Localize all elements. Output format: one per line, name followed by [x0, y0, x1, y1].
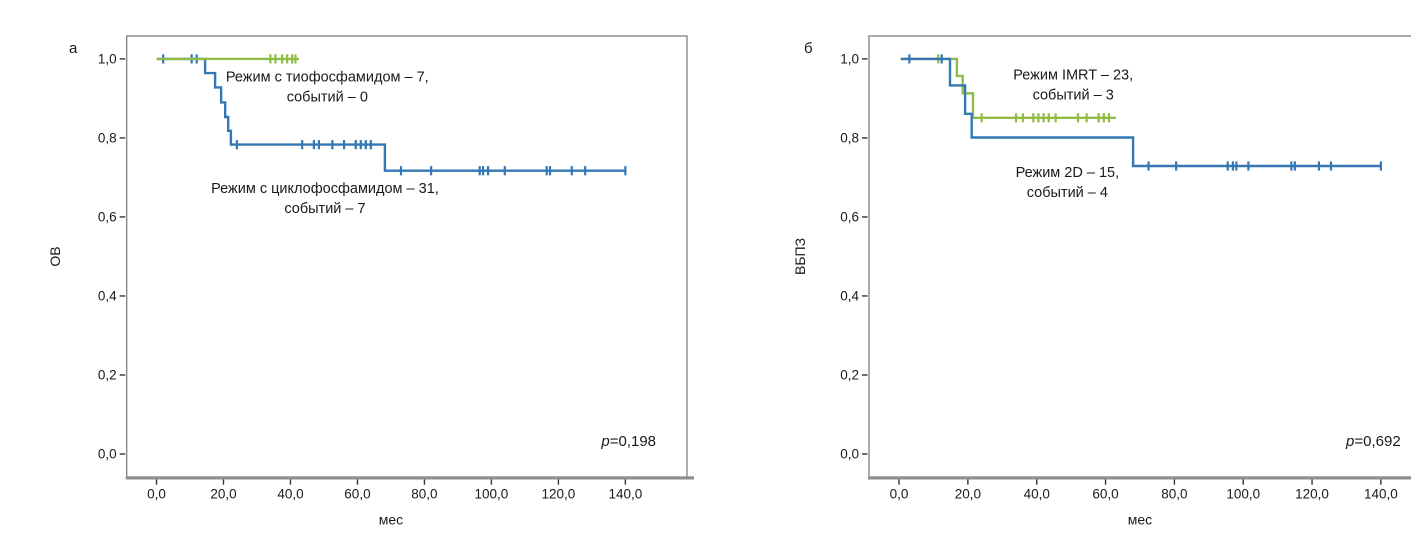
y-tick-label: 1,0 — [840, 52, 859, 67]
y-tick-label: 0,4 — [98, 289, 117, 304]
x-tick-label: 20,0 — [210, 487, 236, 502]
curve-annotation-line: событий – 4 — [1027, 185, 1108, 201]
curve-annotation-line: событий – 0 — [287, 90, 368, 106]
curve-annotation-line: Режим IMRT – 23, — [1013, 68, 1133, 84]
x-axis-line — [868, 476, 1411, 480]
p-value-label: p=0,692 — [1345, 433, 1401, 450]
p-value-label: p=0,198 — [600, 433, 656, 450]
y-tick-label: 0,2 — [840, 368, 859, 383]
km-curve-blue — [156, 57, 626, 172]
km-panel-а: 0,0 20,0 40,0 60,0 80,0 100,0 120,0 140,0 1,0 0,8… — [47, 35, 694, 528]
y-tick-label: 0,8 — [98, 131, 117, 146]
x-axis-title: мес — [1128, 512, 1152, 528]
p-value-symbol: p — [1345, 433, 1354, 450]
y-axis-title: ОВ — [47, 246, 63, 266]
x-tick-label: 40,0 — [277, 487, 303, 502]
y-tick-label: 0,0 — [840, 447, 859, 462]
x-tick-label: 20,0 — [955, 487, 981, 502]
x-tick-label: 100,0 — [1226, 487, 1260, 502]
km-panel-б: 0,0 20,0 40,0 60,0 80,0 100,0 120,0 140,0 1,0 0,8… — [792, 35, 1411, 528]
y-tick-label: 0,4 — [840, 289, 859, 304]
figure-background — [40, 16, 1411, 541]
km-plots-canvas: 0,0 20,0 40,0 60,0 80,0 100,0 120,0 140,0 1,0 0,8… — [40, 16, 1411, 541]
x-tick-label: 0,0 — [890, 487, 909, 502]
x-axis-title: мес — [379, 512, 403, 528]
x-tick-label: 60,0 — [344, 487, 370, 502]
km-curve-blue — [900, 57, 1381, 168]
x-tick-label: 60,0 — [1092, 487, 1118, 502]
x-tick-label: 40,0 — [1024, 487, 1050, 502]
y-tick-label: 0,6 — [98, 210, 117, 225]
x-axis-line — [125, 476, 694, 480]
y-tick-label: 0,8 — [840, 131, 859, 146]
kaplan-meier-figure: 0,0 20,0 40,0 60,0 80,0 100,0 120,0 140,0 1,0 0,8… — [40, 16, 1411, 541]
y-tick-label: 0,6 — [840, 210, 859, 225]
y-axis-title: ВБПЗ — [792, 238, 808, 275]
panel-corner-label: б — [804, 40, 813, 57]
y-tick-label: 1,0 — [98, 52, 117, 67]
x-tick-label: 140,0 — [608, 487, 642, 502]
y-tick-label: 0,0 — [98, 447, 117, 462]
curve-annotation-line: Режим с циклофосфамидом – 31, — [211, 181, 439, 197]
p-value-number: =0,692 — [1354, 433, 1400, 450]
curve-annotation-line: событий – 7 — [284, 201, 365, 217]
curve-annotation-line: Режим 2D – 15, — [1016, 165, 1120, 181]
x-tick-label: 140,0 — [1364, 487, 1398, 502]
panel-corner-label: а — [69, 40, 78, 57]
x-tick-label: 120,0 — [541, 487, 575, 502]
x-tick-label: 80,0 — [411, 487, 437, 502]
x-tick-label: 80,0 — [1161, 487, 1187, 502]
curve-annotation-line: событий – 3 — [1033, 88, 1114, 104]
y-tick-label: 0,2 — [98, 368, 117, 383]
p-value-symbol: p — [600, 433, 609, 450]
p-value-number: =0,198 — [610, 433, 656, 450]
x-tick-label: 0,0 — [147, 487, 166, 502]
curve-annotation-line: Режим с тиофосфамидом – 7, — [226, 70, 429, 86]
x-tick-label: 100,0 — [475, 487, 509, 502]
x-tick-label: 120,0 — [1295, 487, 1329, 502]
